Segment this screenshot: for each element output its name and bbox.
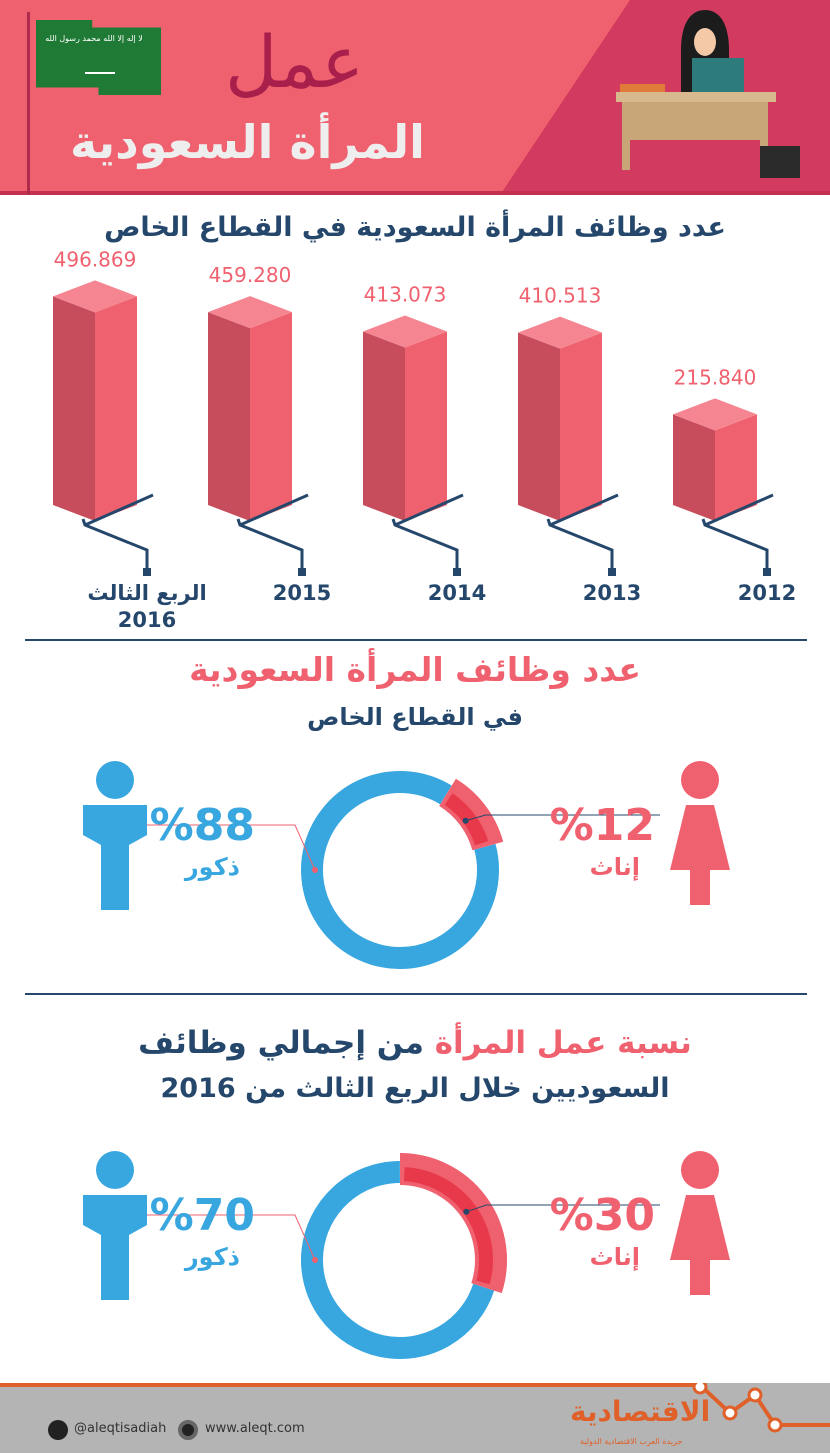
bar-left-face: [518, 332, 560, 521]
donut-slice-female-inner: [444, 793, 489, 846]
female-percent: %30: [550, 1190, 655, 1241]
bar-left-face: [208, 312, 250, 521]
footer: @aleqtisadiah www.aleqt.com الاقتصادية ج…: [0, 1383, 830, 1453]
divider: [25, 639, 807, 641]
bar-connector-end: [453, 568, 461, 576]
bar-top-face: [208, 296, 292, 329]
header-banner: لا إله إلا الله محمد رسول الله عمل المرأ…: [0, 0, 830, 195]
bar-base-line: [239, 493, 309, 527]
bar-connector-end: [763, 568, 771, 576]
male-percent: %88: [150, 800, 255, 851]
flag-pole: [27, 12, 30, 195]
bar-base-line: [549, 493, 619, 527]
male-label: ذكور: [184, 1243, 240, 1271]
bar-left-face: [53, 296, 95, 521]
female-leader-line: [466, 1204, 660, 1213]
bar-top-face: [518, 316, 602, 349]
bar-right-face: [715, 414, 757, 521]
bar-left-face: [363, 331, 405, 521]
male-leader-dot: [312, 867, 318, 873]
bar-connector: [391, 518, 459, 570]
male-figure-icon-head: [96, 761, 134, 799]
website-link[interactable]: www.aleqt.com: [205, 1421, 305, 1436]
female-label: إناث: [590, 1243, 640, 1271]
bar-value-label: 215.840: [674, 365, 757, 389]
female-figure-icon-head: [681, 1151, 719, 1189]
donut2-subtitle: السعوديين خلال الربع الثالث من 2016: [160, 1073, 670, 1104]
section1-title: عدد وظائف المرأة السعودية في القطاع الخا…: [104, 212, 726, 243]
female-leader-line: [465, 814, 660, 822]
bar-category-label: الربع الثالث: [87, 581, 206, 605]
male-leader-line: [135, 1214, 316, 1261]
female-figure-icon-body: [670, 1195, 730, 1295]
banner-base-line: [0, 191, 830, 195]
male-figure-icon-body: [83, 1195, 147, 1300]
bar-right-face: [95, 296, 137, 521]
bar-right-face: [250, 312, 292, 521]
logo: الاقتصادية: [570, 1395, 711, 1428]
male-leader-line: [135, 824, 316, 871]
male-percent: %70: [150, 1190, 255, 1241]
bar-category-label: 2012: [738, 581, 796, 605]
flag-sword: [85, 72, 115, 74]
bar-category-label: 2015: [273, 581, 331, 605]
female-leader-dot: [463, 1208, 470, 1215]
bar-category-label: 2016: [118, 608, 176, 632]
female-percent: %12: [550, 800, 655, 851]
bar-base-line: [84, 493, 154, 527]
bar-chart: 496.869 الربع الثالث 2016 459.280 2015 413.07…: [53, 250, 796, 632]
bar-connector-end: [298, 568, 306, 576]
title-highlight: نسبة عمل المرأة: [434, 1025, 692, 1061]
globe-icon: [178, 1420, 198, 1440]
bar-top-face: [673, 398, 757, 431]
bar-right-face: [560, 332, 602, 521]
donut2-title: نسبة عمل المرأة من إجمالي وظائف: [0, 1025, 830, 1061]
flag-inscription: لا إله إلا الله محمد رسول الله: [45, 34, 143, 43]
bar-base-line: [394, 493, 464, 527]
bar-value-label: 413.073: [364, 283, 447, 307]
bar-top-face: [363, 315, 447, 348]
donut1-title: عدد وظائف المرأة السعودية: [189, 650, 641, 689]
donut-slice-female-inner: [403, 1167, 493, 1285]
title-rest: من إجمالي وظائف: [138, 1025, 424, 1061]
male-figure-icon-head: [96, 1151, 134, 1189]
bar-right-face: [405, 331, 447, 521]
bar-connector: [546, 518, 614, 570]
logo-subtitle: جريدة العرب الاقتصادية الدولية: [580, 1437, 683, 1446]
bar-connector: [236, 518, 304, 570]
title-line2: المرأة السعودية: [70, 115, 425, 169]
female-leader-dot: [462, 817, 469, 824]
male-leader-dot: [312, 1257, 318, 1263]
saudi-flag-icon: [36, 20, 161, 95]
female-label: إناث: [590, 853, 640, 881]
male-label: ذكور: [184, 853, 240, 881]
bar-connector-end: [608, 568, 616, 576]
bar-value-label: 496.869: [54, 250, 137, 271]
female-figure-icon-head: [681, 761, 719, 799]
title-line1: عمل: [225, 20, 365, 104]
bar-left-face: [673, 414, 715, 521]
bar-connector-end: [143, 568, 151, 576]
logo-line-decoration: [0, 1383, 830, 1433]
woman-at-desk-illustration: [616, 10, 800, 178]
bar-category-label: 2013: [583, 581, 641, 605]
donut-slice-male: [301, 1161, 495, 1359]
donut-slice-male: [301, 771, 499, 969]
bar-value-label: 459.280: [209, 263, 292, 287]
donut1-subtitle: في القطاع الخاص: [307, 703, 523, 731]
female-figure-icon-body: [670, 805, 730, 905]
twitter-handle[interactable]: @aleqtisadiah: [74, 1421, 167, 1436]
bar-top-face: [53, 280, 137, 313]
divider: [25, 993, 807, 995]
bar-value-label: 410.513: [519, 284, 602, 308]
twitter-icon: [48, 1420, 68, 1440]
bar-base-line: [704, 493, 774, 527]
bar-connector: [81, 518, 149, 570]
bar-connector: [701, 518, 769, 570]
male-figure-icon-body: [83, 805, 147, 910]
bar-category-label: 2014: [428, 581, 486, 605]
